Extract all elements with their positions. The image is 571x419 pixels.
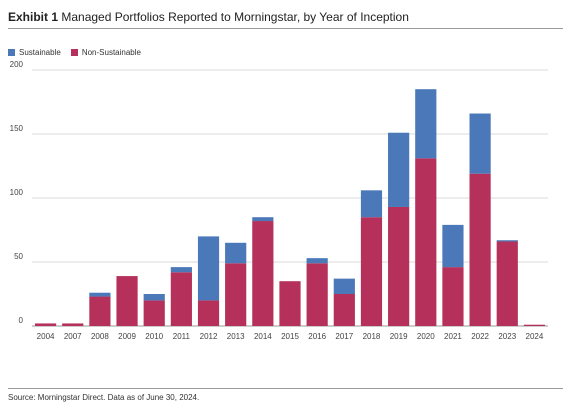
bar-non-sustainable: [306, 263, 328, 326]
bar-non-sustainable: [442, 267, 464, 326]
x-tick-label: 2011: [173, 332, 191, 341]
bar-non-sustainable: [279, 281, 301, 326]
x-tick-label: 2021: [444, 332, 462, 341]
bar-non-sustainable: [34, 323, 57, 326]
title-text: Managed Portfolios Reported to Morningst…: [61, 10, 409, 24]
x-tick-label: 2022: [471, 332, 489, 341]
bar-sustainable: [197, 236, 220, 301]
bar-sustainable: [306, 258, 328, 264]
x-tick-label: 2018: [363, 332, 381, 341]
x-tick-label: 2017: [335, 332, 353, 341]
bar-non-sustainable: [415, 158, 437, 326]
bar-non-sustainable: [496, 241, 518, 326]
title-bar: Exhibit 1 Managed Portfolios Reported to…: [8, 6, 563, 29]
bar-non-sustainable: [62, 323, 84, 326]
x-tick-label: 2007: [64, 332, 82, 341]
legend-swatch-non-sustainable: [70, 49, 78, 56]
legend-swatch-sustainable: [8, 49, 15, 56]
y-tick-label: 100: [10, 188, 24, 197]
exhibit-label: Exhibit 1: [8, 10, 59, 24]
x-tick-label: 2012: [200, 332, 218, 341]
bar-non-sustainable: [143, 300, 165, 326]
bar-sustainable: [333, 278, 355, 294]
x-tick-label: 2004: [37, 332, 55, 341]
legend-label-sustainable: Sustainable: [19, 48, 61, 57]
legend-item-non-sustainable: Non-Sustainable: [70, 48, 141, 57]
chart-title: Exhibit 1 Managed Portfolios Reported to…: [8, 10, 409, 24]
x-tick-label: 2024: [526, 332, 544, 341]
y-tick-label: 50: [14, 252, 23, 261]
bar-sustainable: [469, 113, 491, 174]
x-tick-label: 2010: [145, 332, 163, 341]
bar-non-sustainable: [469, 173, 491, 326]
bar-sustainable: [496, 240, 518, 242]
source-note: Source: Morningstar Direct. Data as of J…: [8, 393, 200, 402]
y-tick-label: 0: [19, 316, 24, 325]
footer-divider: [8, 388, 563, 389]
bar-non-sustainable: [388, 206, 410, 326]
bar-non-sustainable: [89, 296, 111, 326]
legend-item-sustainable: Sustainable: [8, 48, 61, 57]
bar-sustainable: [252, 217, 274, 222]
y-tick-label: 200: [10, 60, 24, 69]
x-tick-label: 2008: [91, 332, 109, 341]
bar-sustainable: [89, 292, 111, 297]
legend-label-non-sustainable: Non-Sustainable: [81, 48, 141, 57]
bar-non-sustainable: [252, 221, 274, 326]
bar-sustainable: [442, 224, 464, 268]
bar-sustainable: [225, 242, 247, 264]
bar-non-sustainable: [170, 272, 192, 326]
bar-sustainable: [360, 190, 383, 218]
bar-non-sustainable: [360, 217, 383, 326]
bar-sustainable: [170, 267, 192, 273]
x-tick-label: 2009: [118, 332, 136, 341]
bar-sustainable: [388, 132, 410, 207]
x-tick-label: 2023: [498, 332, 516, 341]
y-tick-label: 150: [10, 124, 24, 133]
bar-sustainable: [415, 89, 437, 159]
x-tick-label: 2020: [417, 332, 435, 341]
x-tick-label: 2013: [227, 332, 245, 341]
x-tick-label: 2019: [390, 332, 408, 341]
x-tick-label: 2016: [308, 332, 326, 341]
bar-non-sustainable: [333, 294, 355, 326]
x-tick-label: 2014: [254, 332, 272, 341]
bar-non-sustainable: [116, 276, 138, 326]
bar-non-sustainable: [197, 300, 220, 326]
bar-non-sustainable: [225, 263, 247, 326]
bar-non-sustainable: [523, 324, 546, 326]
legend: Sustainable Non-Sustainable: [8, 48, 141, 57]
x-tick-label: 2015: [281, 332, 299, 341]
bar-sustainable: [143, 294, 165, 301]
